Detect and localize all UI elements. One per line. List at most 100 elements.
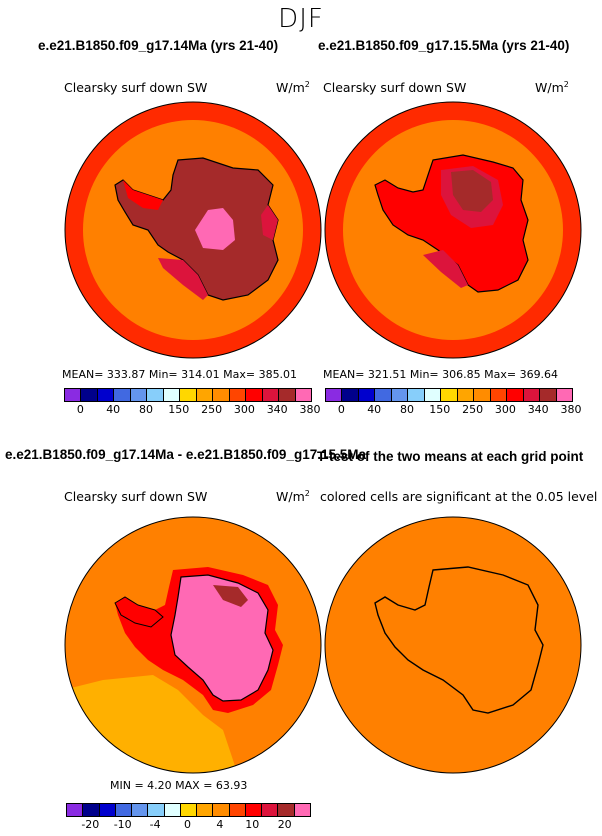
bottom-left-variable-label: Clearsky surf down SW [64, 489, 208, 504]
top-right-colorbar [325, 388, 573, 402]
colorbar-swatch [164, 804, 181, 816]
bottom-left-stats: MIN = 4.20 MAX = 63.93 [110, 779, 248, 792]
colorbar-tick-label: 0 [337, 403, 345, 416]
colorbar-swatch [490, 389, 508, 401]
bottom-right-case-title: T-test of the two means at each grid poi… [317, 449, 584, 464]
colorbar-tick-label: 250 [201, 403, 223, 416]
colorbar-swatch [507, 389, 524, 401]
bottom-left-case-title: e.e21.B1850.f09_g17.14Ma - e.e21.B1850.f… [5, 447, 366, 462]
colorbar-swatch [474, 389, 491, 401]
season-title: DJF [278, 4, 324, 34]
colorbar-swatch [523, 389, 541, 401]
inner-brown-streak [213, 585, 248, 607]
colorbar-swatch [147, 389, 164, 401]
colorbar-tick-label: 150 [168, 403, 190, 416]
colorbar-swatch [196, 389, 214, 401]
colorbar-swatch [246, 389, 263, 401]
colorbar-swatch [326, 389, 343, 401]
colorbar-tick-label: 80 [139, 403, 153, 416]
bottom-left-polar-map [64, 516, 322, 774]
coast-red-band [158, 258, 208, 300]
colorbar-swatch [262, 804, 279, 816]
colorbar-swatch [262, 389, 280, 401]
colorbar-swatch [197, 804, 214, 816]
top-right-units: W/m2 [535, 80, 569, 96]
colorbar-swatch [540, 389, 557, 401]
colorbar-swatch [83, 804, 100, 816]
colorbar-swatch [358, 389, 376, 401]
colorbar-swatch [148, 804, 165, 816]
colorbar-tick-label: 40 [367, 403, 382, 416]
colorbar-tick-label: 380 [560, 403, 582, 416]
colorbar-swatch [441, 389, 458, 401]
bottom-left-units: W/m2 [276, 489, 310, 505]
top-right-variable-label: Clearsky surf down SW [323, 80, 467, 95]
colorbar-swatch [97, 389, 115, 401]
colorbar-swatch [115, 804, 133, 816]
colorbar-swatch [163, 389, 181, 401]
colorbar-tick-label: -10 [113, 818, 132, 831]
colorbar-swatch [81, 389, 98, 401]
colorbar-tick-label: 340 [527, 403, 549, 416]
top-right-case-title: e.e21.B1850.f09_g17.15.5Ma (yrs 21-40) [318, 38, 570, 53]
colorbar-tick-label: 80 [400, 403, 414, 416]
east-coast-red [261, 205, 278, 240]
dome-peak-pink [195, 208, 235, 250]
peninsula-red [114, 596, 164, 628]
colorbar-tick-label: 0 [76, 403, 84, 416]
colorbar-tick-label: -20 [81, 818, 100, 831]
colorbar-swatch [99, 804, 116, 816]
colorbar-swatch [245, 804, 263, 816]
colorbar-swatch [229, 389, 247, 401]
colorbar-tick-label: 250 [462, 403, 484, 416]
colorbar-swatch [213, 389, 230, 401]
colorbar-swatch [342, 389, 359, 401]
colorbar-swatch [180, 804, 198, 816]
coast-red-streaks [423, 250, 468, 288]
colorbar-swatch [375, 389, 392, 401]
colorbar-tick-label: 150 [429, 403, 451, 416]
colorbar-tick-label: 340 [266, 403, 288, 416]
colorbar-swatch [295, 389, 312, 401]
colorbar-swatch [180, 389, 197, 401]
colorbar-tick-label: 0 [184, 818, 191, 831]
colorbar-tick-label: 20 [277, 818, 292, 831]
colorbar-tick-label: -4 [149, 818, 161, 831]
antarctica-outline [374, 566, 544, 714]
colorbar-swatch [278, 804, 295, 816]
colorbar-tick-label: 4 [216, 818, 224, 831]
peninsula-red [123, 180, 163, 210]
colorbar-swatch [408, 389, 425, 401]
colorbar-swatch [229, 804, 246, 816]
top-right-stats: MEAN= 321.51 Min= 306.85 Max= 369.64 [323, 368, 559, 381]
colorbar-tick-label: 40 [106, 403, 121, 416]
top-left-stats: MEAN= 333.87 Min= 314.01 Max= 385.01 [62, 368, 298, 381]
colorbar-swatch [457, 389, 475, 401]
bottom-left-colorbar [66, 803, 311, 817]
colorbar-swatch [132, 804, 149, 816]
colorbar-tick-label: 380 [299, 403, 321, 416]
bottom-right-polar-map [324, 516, 582, 774]
top-right-polar-map [324, 101, 582, 359]
top-left-units: W/m2 [276, 80, 310, 96]
colorbar-swatch [556, 389, 573, 401]
colorbar-swatch [65, 389, 82, 401]
colorbar-tick-label: 300 [233, 403, 255, 416]
colorbar-swatch [424, 389, 442, 401]
top-left-variable-label: Clearsky surf down SW [64, 80, 208, 95]
colorbar-swatch [391, 389, 409, 401]
antarctica-pink-interior [170, 574, 274, 702]
colorbar-swatch [279, 389, 296, 401]
bottom-right-note: colored cells are significant at the 0.0… [320, 489, 598, 504]
colorbar-swatch [213, 804, 230, 816]
colorbar-tick-label: 300 [494, 403, 516, 416]
top-left-polar-map [64, 101, 322, 359]
colorbar-swatch [67, 804, 84, 816]
colorbar-tick-label: 10 [245, 818, 260, 831]
interior-brown [451, 170, 493, 212]
top-left-colorbar [64, 388, 312, 402]
top-left-case-title: e.e21.B1850.f09_g17.14Ma (yrs 21-40) [38, 38, 279, 53]
colorbar-swatch [114, 389, 131, 401]
colorbar-swatch [294, 804, 310, 816]
colorbar-swatch [130, 389, 148, 401]
